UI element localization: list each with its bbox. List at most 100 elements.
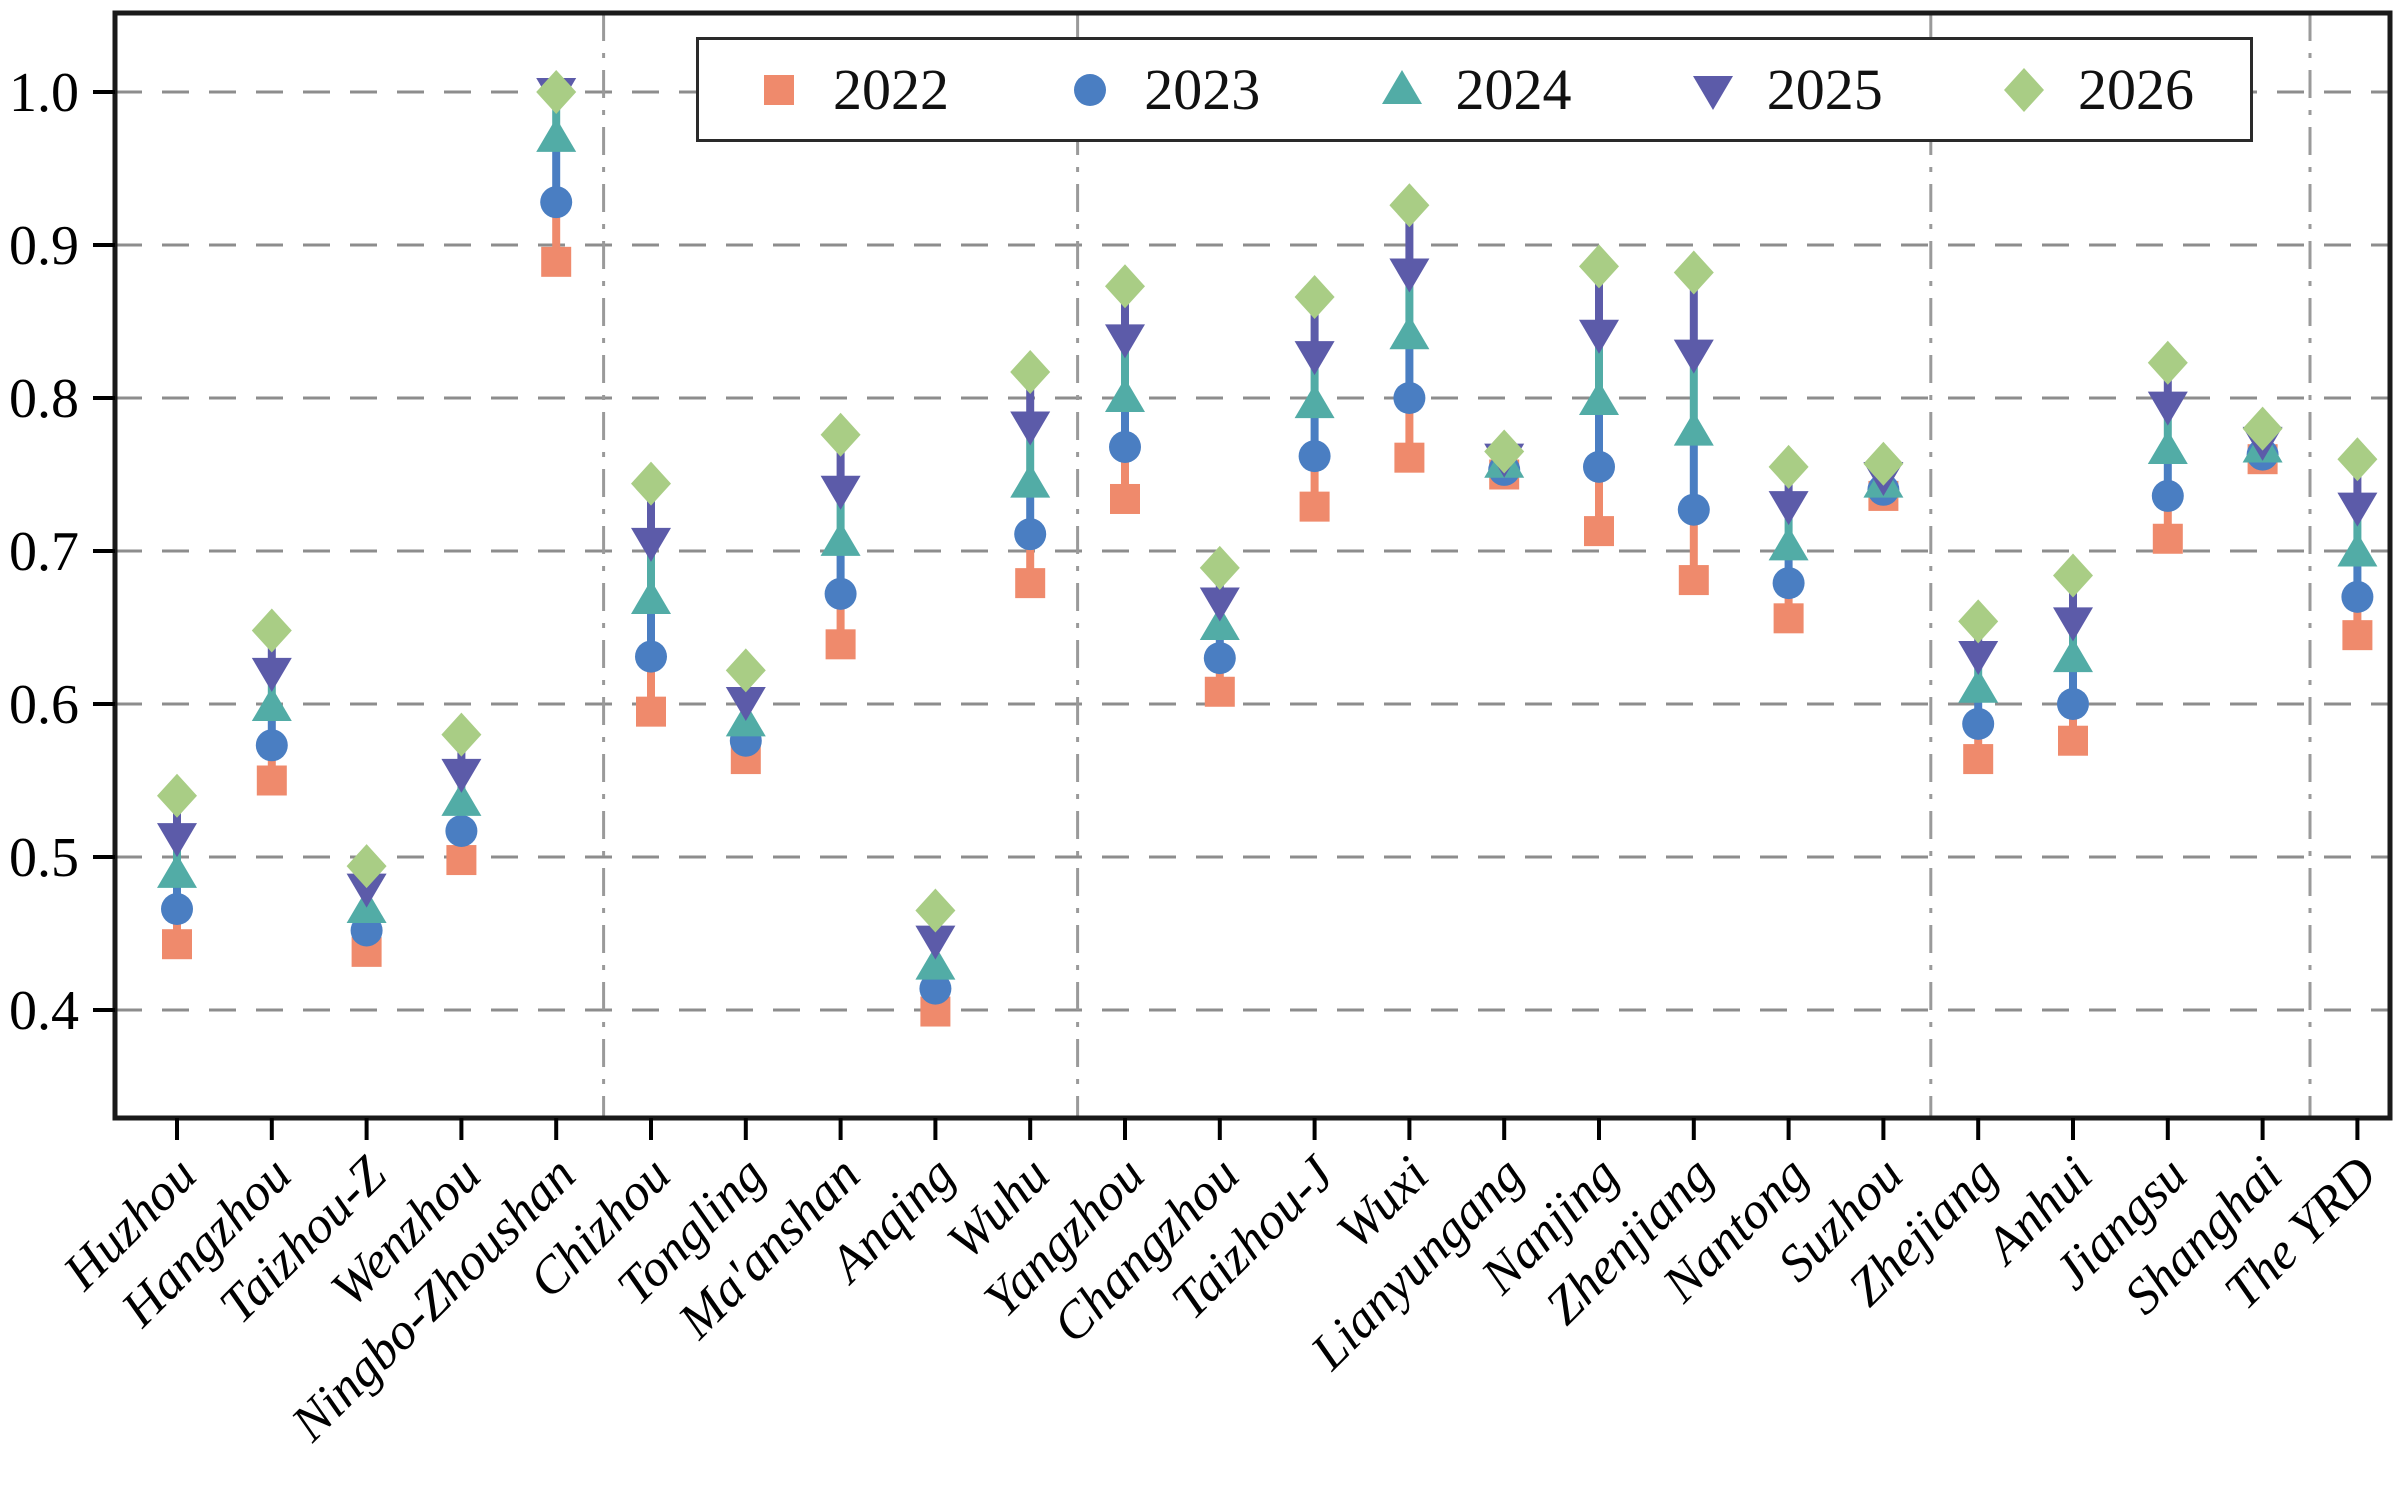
legend-item-2022: 2022 bbox=[755, 56, 949, 122]
marker-2024-wenzhou bbox=[441, 781, 482, 816]
marker-2024-yangzhou bbox=[1105, 378, 1145, 412]
marker-2025-wuhu bbox=[1010, 411, 1051, 446]
marker-2024-huzhou bbox=[157, 853, 197, 888]
marker-2025-hangzhou bbox=[251, 657, 292, 692]
marker-2026-lianyungang bbox=[1484, 429, 1525, 474]
marker-2024-wuhu bbox=[1010, 463, 1051, 498]
marker-2025-wuxi bbox=[1389, 258, 1430, 293]
marker-2022-nantong bbox=[1773, 603, 1804, 634]
marker-2023-nantong bbox=[1772, 567, 1805, 600]
y-tick-label-0.5: 0.5 bbox=[9, 827, 79, 889]
marker-2026-nantong bbox=[1768, 444, 1809, 489]
marker-2026-taizhou-z bbox=[346, 844, 387, 889]
marker-2026-the-yrd bbox=[2337, 437, 2378, 482]
marker-2022-chizhou bbox=[636, 696, 666, 727]
marker-2022-anhui bbox=[2058, 725, 2088, 756]
marker-2023-zhenjiang bbox=[1677, 493, 1710, 526]
marker-2022-the-yrd bbox=[2342, 620, 2373, 651]
marker-2026-jiangsu bbox=[2147, 340, 2188, 385]
marker-2023-zhejiang bbox=[1962, 707, 1995, 740]
marker-2024-the-yrd bbox=[2337, 532, 2378, 567]
marker-2023-wuhu bbox=[1014, 518, 1047, 551]
marker-2023-hangzhou bbox=[255, 729, 288, 762]
marker-2022-huzhou bbox=[162, 929, 192, 960]
legend-label-2022: 2022 bbox=[833, 56, 949, 122]
y-tick-label-0.8: 0.8 bbox=[9, 368, 79, 430]
marker-2025-changzhou bbox=[1199, 587, 1240, 622]
marker-2022-changzhou bbox=[1204, 676, 1235, 707]
marker-2024-taizhou-j bbox=[1294, 384, 1335, 419]
marker-2025-taizhou-z bbox=[346, 873, 387, 908]
marker-2026-tongling bbox=[725, 648, 766, 693]
legend-label-2026: 2026 bbox=[2078, 56, 2194, 122]
y-tick-label-0.6: 0.6 bbox=[9, 674, 79, 736]
marker-2025-zhejiang bbox=[1958, 641, 1999, 676]
marker-2023-changzhou bbox=[1203, 642, 1236, 675]
marker-2023-wuxi bbox=[1393, 382, 1426, 414]
legend-marker-diamond-icon bbox=[2004, 67, 2044, 112]
marker-2025-ma-anshan bbox=[820, 475, 861, 510]
marker-2023-wenzhou bbox=[445, 814, 478, 847]
marker-2022-jiangsu bbox=[2152, 523, 2183, 554]
marker-2022-taizhou-j bbox=[1299, 491, 1330, 522]
marker-2023-ma-anshan bbox=[824, 577, 857, 610]
legend-label-2025: 2025 bbox=[1766, 56, 1883, 122]
legend-marker-shape-2026 bbox=[2004, 67, 2044, 112]
marker-2025-anhui bbox=[2053, 607, 2093, 642]
marker-2026-changzhou bbox=[1199, 545, 1240, 590]
marker-2023-the-yrd bbox=[2341, 580, 2374, 613]
marker-2025-yangzhou bbox=[1105, 324, 1145, 359]
marker-2026-hangzhou bbox=[251, 608, 292, 653]
marker-2023-taizhou-j bbox=[1298, 440, 1331, 473]
marker-2025-anqing bbox=[915, 925, 956, 960]
legend-item-2024: 2024 bbox=[1378, 56, 1572, 122]
marker-2026-ma-anshan bbox=[820, 412, 861, 457]
marker-2026-huzhou bbox=[157, 773, 197, 818]
marker-2026-wuxi bbox=[1389, 183, 1430, 228]
legend-marker-shape-2025 bbox=[1692, 75, 1733, 110]
marker-2026-zhenjiang bbox=[1673, 250, 1714, 295]
marker-2024-hangzhou bbox=[251, 687, 292, 722]
marker-2023-nanjing bbox=[1583, 450, 1615, 483]
marker-2025-huzhou bbox=[157, 823, 197, 858]
marker-2026-anqing bbox=[915, 888, 956, 933]
legend-marker-shape-2023 bbox=[1074, 73, 1107, 106]
marker-2026-taizhou-j bbox=[1294, 275, 1335, 320]
marker-2025-nanjing bbox=[1579, 319, 1619, 354]
legend-marker-triangle-up-icon bbox=[1381, 69, 1422, 104]
marker-2022-yangzhou bbox=[1110, 483, 1140, 514]
legend-marker-shape-2022 bbox=[764, 74, 794, 105]
marker-2026-suzhou bbox=[1863, 441, 1904, 486]
marker-2024-ma-anshan bbox=[820, 521, 861, 556]
marker-2025-chizhou bbox=[631, 527, 671, 562]
marker-2024-wuxi bbox=[1389, 315, 1430, 350]
marker-2026-ningbo-zhoushan bbox=[536, 70, 577, 114]
marker-2026-chizhou bbox=[631, 461, 671, 506]
legend-item-2026: 2026 bbox=[2000, 56, 2194, 122]
legend-label-2024: 2024 bbox=[1455, 56, 1572, 122]
marker-2024-nanjing bbox=[1579, 381, 1619, 416]
marker-2025-zhenjiang bbox=[1673, 339, 1714, 374]
legend-item-2025: 2025 bbox=[1689, 56, 1883, 122]
marker-2022-wenzhou bbox=[446, 845, 477, 876]
marker-2024-jiangsu bbox=[2147, 430, 2188, 465]
marker-2022-ma-anshan bbox=[825, 629, 856, 660]
y-tick-label-1: 1.0 bbox=[9, 62, 79, 124]
y-tick-label-0.7: 0.7 bbox=[9, 521, 79, 583]
marker-2022-zhejiang bbox=[1963, 744, 1994, 775]
marker-2023-jiangsu bbox=[2151, 479, 2184, 512]
legend-item-2023: 2023 bbox=[1066, 56, 1261, 122]
marker-2024-anqing bbox=[915, 945, 956, 980]
marker-2026-shanghai bbox=[2242, 406, 2283, 451]
plot-frame bbox=[112, 10, 2393, 1121]
marker-2022-wuxi bbox=[1394, 442, 1425, 473]
marker-2025-wenzhou bbox=[441, 758, 482, 793]
marker-2023-anhui bbox=[2057, 688, 2089, 720]
marker-2023-yangzhou bbox=[1109, 430, 1141, 463]
legend-marker-square-icon bbox=[764, 74, 794, 105]
legend-marker-circle-icon bbox=[1074, 73, 1107, 106]
legend-label-2023: 2023 bbox=[1144, 56, 1261, 122]
marker-2024-anhui bbox=[2053, 638, 2093, 673]
